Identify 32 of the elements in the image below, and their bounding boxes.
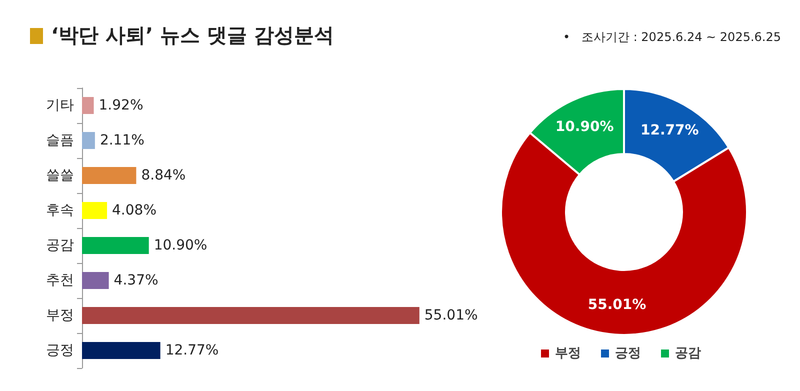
bar [82, 307, 420, 324]
bar [82, 237, 149, 254]
y-tick-label: 후속 [46, 202, 74, 218]
y-tick-label: 공감 [46, 238, 74, 254]
data-label: 2.11% [100, 132, 144, 148]
legend-label: 공감 [675, 346, 701, 361]
data-label: 4.37% [114, 272, 158, 288]
data-label: 12.77% [640, 122, 699, 138]
chart-title: ‘박단 사퇴’ 뉴스 댓글 감성분석 [51, 23, 334, 47]
y-tick-label: 추천 [46, 272, 74, 288]
data-label: 55.01% [588, 297, 646, 314]
data-label: 4.08% [112, 202, 157, 218]
legend-label: 긍정 [615, 346, 641, 361]
data-label: 10.90% [154, 238, 208, 254]
data-label: 8.84% [141, 168, 186, 184]
bar [82, 97, 94, 114]
y-tick-label: 쓸쓸 [46, 168, 74, 184]
bar [82, 167, 136, 184]
y-tick-label: 긍정 [46, 342, 74, 358]
chart-subtitle: • 조사기간 : 2025.6.24 ~ 2025.6.25 [562, 30, 782, 44]
data-label: 1.92% [98, 98, 144, 114]
y-tick-label: 기타 [46, 98, 74, 114]
bar [82, 132, 95, 149]
bar [82, 342, 160, 359]
y-tick-label: 슬픔 [46, 132, 74, 148]
data-label: 55.01% [424, 308, 478, 324]
bar [82, 272, 109, 289]
y-tick-label: 부정 [46, 308, 74, 324]
data-label: 10.90% [555, 119, 614, 136]
bar [82, 202, 108, 219]
data-label: 12.77% [165, 342, 219, 358]
legend-label: 부정 [555, 346, 581, 361]
